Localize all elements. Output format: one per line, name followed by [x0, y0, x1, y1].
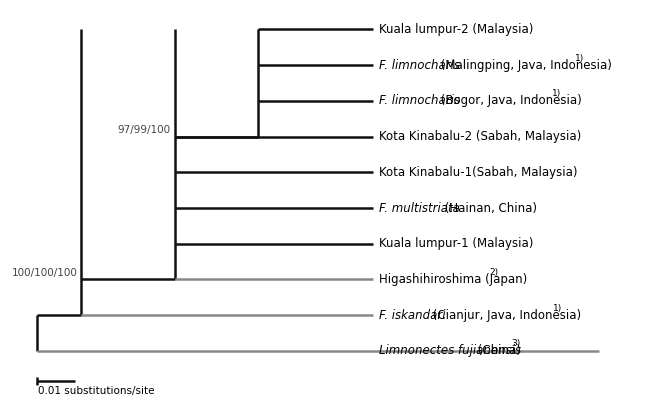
- Text: F. multistriata: F. multistriata: [379, 202, 460, 214]
- Text: (Bogor, Java, Indonesia): (Bogor, Java, Indonesia): [437, 94, 582, 108]
- Text: (Malingping, Java, Indonesia): (Malingping, Java, Indonesia): [437, 59, 612, 72]
- Text: (Cianjur, Java, Indonesia): (Cianjur, Java, Indonesia): [429, 309, 581, 322]
- Text: 1): 1): [552, 89, 561, 98]
- Text: (China): (China): [474, 344, 521, 358]
- Text: Limnonectes fujianensis: Limnonectes fujianensis: [379, 344, 521, 358]
- Text: F. limnocharis: F. limnocharis: [379, 59, 460, 72]
- Text: 0.01 substitutions/site: 0.01 substitutions/site: [38, 386, 155, 396]
- Text: Kota Kinabalu-1(Sabah, Malaysia): Kota Kinabalu-1(Sabah, Malaysia): [379, 166, 578, 179]
- Text: F. iskandari: F. iskandari: [379, 309, 446, 322]
- Text: Kuala lumpur-2 (Malaysia): Kuala lumpur-2 (Malaysia): [379, 23, 534, 36]
- Text: 97/99/100: 97/99/100: [117, 125, 170, 135]
- Text: 2): 2): [489, 268, 499, 277]
- Text: 3): 3): [511, 339, 520, 348]
- Text: (Hainan, China): (Hainan, China): [441, 202, 538, 214]
- Text: 1): 1): [575, 54, 584, 63]
- Text: 100/100/100: 100/100/100: [12, 268, 78, 278]
- Text: Kota Kinabalu-2 (Sabah, Malaysia): Kota Kinabalu-2 (Sabah, Malaysia): [379, 130, 581, 143]
- Text: Kuala lumpur-1 (Malaysia): Kuala lumpur-1 (Malaysia): [379, 237, 534, 250]
- Text: Higashihiroshima (Japan): Higashihiroshima (Japan): [379, 273, 527, 286]
- Text: F. limnocharis: F. limnocharis: [379, 94, 460, 108]
- Text: 1): 1): [552, 304, 562, 313]
